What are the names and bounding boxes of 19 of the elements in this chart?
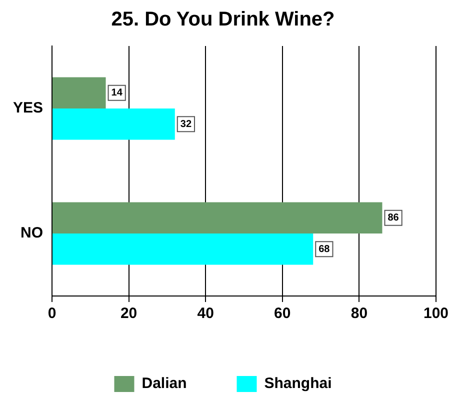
legend-label: Shanghai bbox=[264, 375, 332, 392]
bar bbox=[52, 77, 106, 108]
bar bbox=[52, 202, 382, 234]
x-tick-label: 80 bbox=[350, 305, 368, 322]
x-tick-label: 60 bbox=[274, 305, 291, 322]
data-label: 32 bbox=[180, 118, 192, 130]
x-tick-label: 0 bbox=[48, 305, 56, 322]
x-tick-label: 100 bbox=[423, 305, 449, 322]
data-label: 14 bbox=[111, 88, 123, 99]
y-tick-label: NO bbox=[20, 224, 44, 242]
y-tick-label: YES bbox=[13, 100, 44, 117]
bar bbox=[52, 108, 175, 140]
data-label: 68 bbox=[318, 244, 330, 255]
chart-title: 25. Do You Drink Wine? bbox=[111, 8, 335, 31]
x-tick-label: 40 bbox=[197, 305, 214, 322]
data-label: 86 bbox=[388, 212, 400, 224]
x-tick-label: 20 bbox=[120, 305, 138, 322]
bar bbox=[52, 234, 314, 265]
legend-label: Dalian bbox=[142, 375, 187, 392]
